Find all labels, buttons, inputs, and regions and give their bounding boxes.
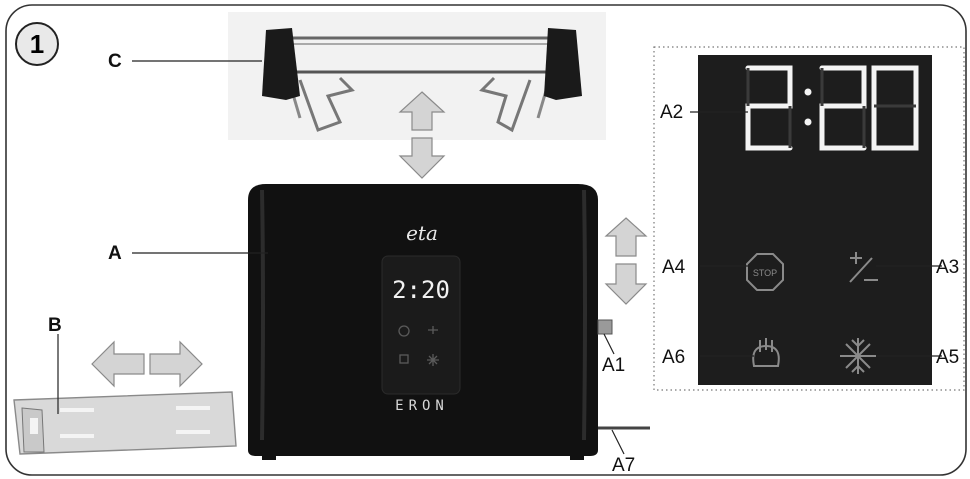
toast-rack-c [228, 12, 606, 140]
label-a6: A6 [662, 347, 686, 368]
mini-bun-icon [399, 354, 409, 364]
crumb-tray-b [13, 391, 237, 455]
label-a4: A4 [662, 257, 686, 278]
toaster-time-display: 2:20 [392, 276, 450, 304]
figure-number-badge: 1 [15, 22, 59, 66]
label-a: A [108, 243, 122, 264]
toaster-body-a [248, 184, 650, 460]
up-down-arrow-rack [398, 91, 446, 179]
label-a1: A1 [602, 355, 626, 376]
mini-snowflake-icon [427, 354, 439, 366]
closeup-digit-display [745, 65, 919, 151]
closeup-dotted-border [653, 46, 965, 391]
toaster-logo: eta [406, 221, 438, 245]
label-a3: A3 [936, 257, 960, 278]
toaster-model-name: ERON [395, 398, 449, 414]
leader-lines [57, 60, 942, 455]
label-a7: A7 [612, 455, 636, 476]
closeup-control-panel [698, 55, 932, 385]
stop-icon [746, 253, 784, 291]
toaster-lever-a1 [597, 319, 613, 335]
left-right-arrow-tray [91, 340, 203, 388]
label-b: B [48, 315, 62, 336]
closeup-digit-ghost-segments [746, 68, 916, 148]
up-down-arrow-lever [604, 217, 648, 305]
label-a5: A5 [936, 347, 960, 368]
stop-icon-text: STOP [753, 268, 777, 278]
label-a2: A2 [660, 102, 684, 123]
toaster-control-panel [381, 255, 461, 395]
mini-plus-minus-icon [428, 326, 438, 334]
label-c: C [108, 51, 122, 72]
plus-minus-icon [849, 252, 878, 283]
mini-stop-icon [398, 325, 410, 337]
defrost-snowflake-icon [840, 338, 876, 374]
